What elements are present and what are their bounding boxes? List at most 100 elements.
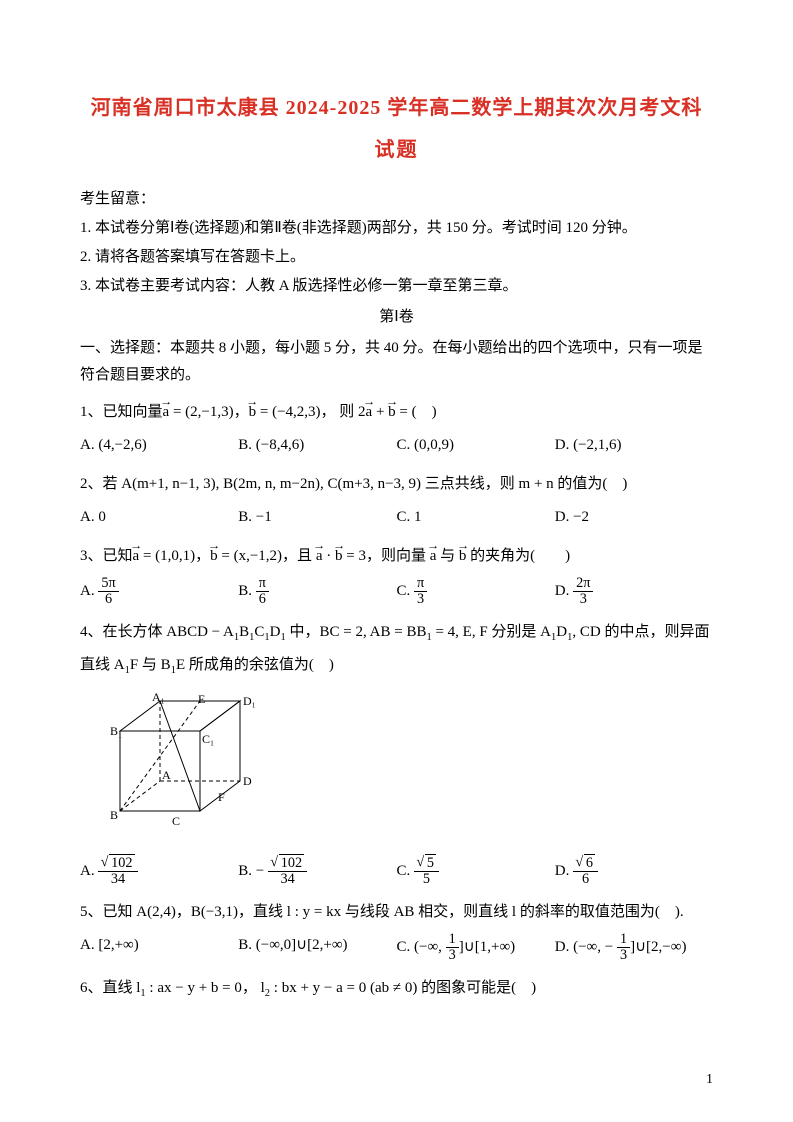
sqrt-icon: 102 [101,856,134,871]
q3-opt-b: B. π6 [238,576,396,607]
fraction-icon: 10234 [268,856,307,887]
vector-a-icon: a [163,399,170,426]
q3-b-num: π [256,576,269,592]
question-5: 5、已知 A(2,4)，B(−3,1)，直线 l : y = kx 与线段 AB… [80,899,713,926]
q5-c-pre: C. [397,938,415,954]
label-F: F [218,790,225,804]
q4-l2-c: E 所成角的余弦值为( ) [176,657,334,673]
q1-opt-b: B. (−8,4,6) [238,432,396,459]
q3-a-pre: A. [80,583,98,599]
q4-d-rad: 6 [584,854,595,871]
page-title-line1: 河南省周口市太康县 2024-2025 学年高二数学上期其次次月考文科 [80,90,713,126]
note-2: 2. 请将各题答案填写在答题卡上。 [80,244,713,271]
q4-opt-c: C. 55 [397,856,555,887]
note-1: 1. 本试卷分第Ⅰ卷(选择题)和第Ⅱ卷(非选择题)两部分，共 150 分。考试时… [80,215,713,242]
vector-b-icon: b [210,543,218,570]
q4-l1-f: = 4, E, F 分别是 A [432,624,551,640]
fraction-icon: 13 [446,932,459,963]
label-C1: C₁ [202,732,214,746]
q4-d-pre: D. [555,863,573,879]
q3-b-pre: B. [238,583,256,599]
q6-b: : ax − y + b = 0， l [146,980,265,996]
q3-b-den: 6 [256,592,269,607]
vector-a-icon: a [366,399,373,426]
q3-eq3: = 3，则向量 [342,548,429,564]
q3-opt-c: C. π3 [397,576,555,607]
q4-c-rad: 5 [425,854,436,871]
q4-b-den: 34 [268,872,307,887]
vector-b-icon: b [249,399,257,426]
q4-l1-a: 4、在长方体 ABCD − A [80,624,234,640]
q4-l1-c: C [254,624,264,640]
q1-pre: 1、已知向量 [80,404,163,420]
page-title-line2: 试题 [80,132,713,168]
question-2: 2、若 A(m+1, n−1, 3), B(2m, n, m−2n), C(m+… [80,471,713,498]
q5-d-l: (−∞, − [573,938,617,954]
label-D1: D₁ [243,694,256,708]
q4-l1-d: D [270,624,281,640]
label-A: A [162,768,171,782]
label-D: D [243,774,252,788]
q6-a: 6、直线 l [80,980,140,996]
q1-beq: = (−4,2,3)， 则 2 [256,404,365,420]
vector-a-icon: a [133,543,140,570]
q3-d-den: 3 [573,592,593,607]
question-4-line2: 直线 A1F 与 B1E 所成角的余弦值为( ) [80,652,713,681]
q3-c-num: π [414,576,427,592]
q3-aeq: = (1,0,1)， [139,548,210,564]
q3-and: 与 [436,548,459,564]
q4-opt-b: B. − 10234 [238,856,396,887]
label-B1: B₁ [110,724,122,738]
q2-opt-c: C. 1 [397,504,555,531]
q5-c-den: 3 [446,948,459,963]
fraction-icon: 13 [617,932,630,963]
question-3-options: A. 5π6 B. π6 C. π3 D. 2π3 [80,576,713,607]
fraction-icon: 5π6 [98,576,118,607]
q3-d-num: 2π [573,576,593,592]
q5-opt-c: C. (−∞, 13]∪[1,+∞) [397,932,555,963]
q1-aeq: = (2,−1,3)， [169,404,248,420]
question-1-options: A. (4,−2,6) B. (−8,4,6) C. (0,0,9) D. (−… [80,432,713,459]
sqrt-icon: 102 [271,856,304,871]
q4-b-rad: 102 [279,854,304,871]
q4-d-den: 6 [573,872,598,887]
q5-d-pre: D. [555,938,573,954]
q4-c-pre: C. [397,863,415,879]
q3-a-num: 5π [98,576,118,592]
q5-c-l: (−∞, [414,938,446,954]
q2-opt-b: B. −1 [238,504,396,531]
q3-a-den: 6 [98,592,118,607]
fraction-icon: 2π3 [573,576,593,607]
label-B: B [110,808,118,822]
label-E: E [198,692,205,706]
q1-tail: = ( ) [396,404,437,420]
q3-beq: = (x,−1,2)，且 [218,548,316,564]
q4-l2-b: F 与 B [130,657,171,673]
vector-b-icon: b [388,399,396,426]
q3-c-den: 3 [414,592,427,607]
q5-c-num: 1 [446,932,459,948]
note-heading: 考生留意： [80,186,713,213]
q4-opt-a: A. 10234 [80,856,238,887]
q4-l1-g: D [556,624,567,640]
fraction-icon: 10234 [98,856,137,887]
q3-opt-d: D. 2π3 [555,576,713,607]
q4-opt-d: D. 66 [555,856,713,887]
vector-b-icon: b [459,543,467,570]
cuboid-diagram-icon: A₁ E D₁ B₁ C₁ A D B C F [110,691,270,836]
note-3: 3. 本试卷主要考试内容：人教 A 版选择性必修一第一章至第三章。 [80,273,713,300]
label-A1: A₁ [152,691,165,704]
question-1: 1、已知向量a = (2,−1,3)，b = (−4,2,3)， 则 2a + … [80,399,713,426]
sqrt-icon: 5 [417,856,436,871]
vector-a-icon: a [316,543,323,570]
q4-a-pre: A. [80,863,98,879]
q4-l1-h: , CD 的中点，则异面 [572,624,709,640]
q4-c-den: 5 [414,872,439,887]
q3-opt-a: A. 5π6 [80,576,238,607]
q4-l1-e: 中，BC = 2, AB = BB [286,624,427,640]
vector-a-icon: a [430,543,437,570]
question-4-figure: A₁ E D₁ B₁ C₁ A D B C F [110,691,713,846]
sqrt-icon: 6 [576,856,595,871]
q1-opt-a: A. (4,−2,6) [80,432,238,459]
question-2-options: A. 0 B. −1 C. 1 D. −2 [80,504,713,531]
